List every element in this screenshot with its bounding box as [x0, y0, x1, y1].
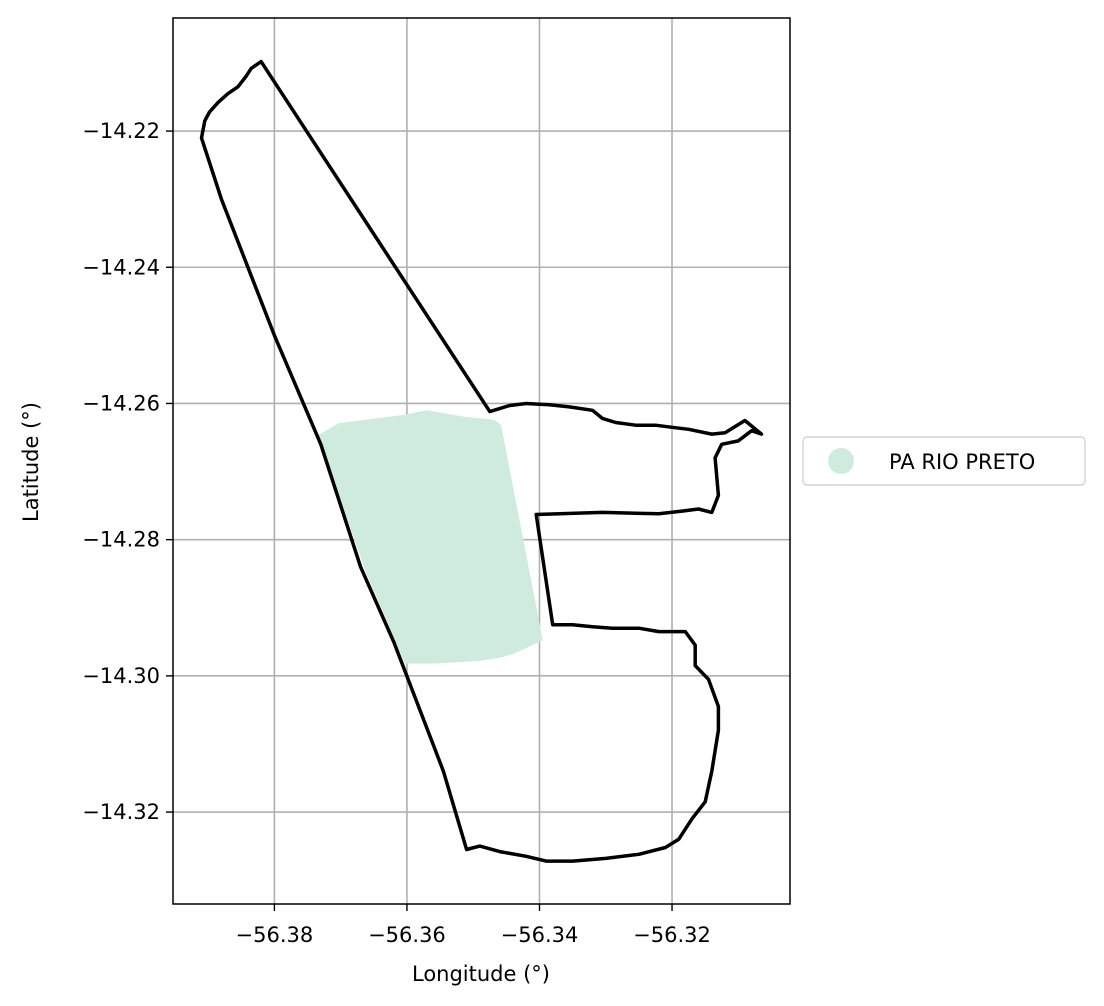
y-axis-label: Latitude (°) [19, 402, 43, 522]
boundary-outline-layer [199, 59, 764, 863]
y-tick-label: −14.30 [82, 664, 160, 688]
grid-lines [173, 18, 790, 904]
y-tick-label: −14.22 [82, 119, 160, 143]
legend-frame [802, 436, 1086, 486]
plot-frame [172, 17, 791, 905]
x-axis-label: Longitude (°) [412, 962, 550, 986]
legend: PA RIO PRETO [802, 436, 1086, 486]
x-tick-label: −56.36 [368, 923, 446, 947]
pa-rio-preto-area [317, 410, 543, 664]
x-axis-ticks: −56.38 −56.36 −56.34 −56.32 [236, 904, 711, 947]
y-axis-ticks: −14.22 −14.24 −14.26 −14.28 −14.30 −14.32 [82, 119, 173, 824]
polygon-fill-layer [317, 410, 543, 664]
y-tick-label: −14.32 [82, 800, 160, 824]
x-tick-label: −56.38 [236, 923, 314, 947]
y-tick-label: −14.26 [82, 391, 160, 415]
boundary-outline [199, 59, 764, 863]
x-tick-label: −56.34 [501, 923, 579, 947]
legend-marker-circle [828, 448, 854, 474]
y-tick-label: −14.28 [82, 528, 160, 552]
legend-label: PA RIO PRETO [889, 450, 1035, 474]
x-tick-label: −56.32 [633, 923, 711, 947]
y-tick-label: −14.24 [82, 255, 160, 279]
